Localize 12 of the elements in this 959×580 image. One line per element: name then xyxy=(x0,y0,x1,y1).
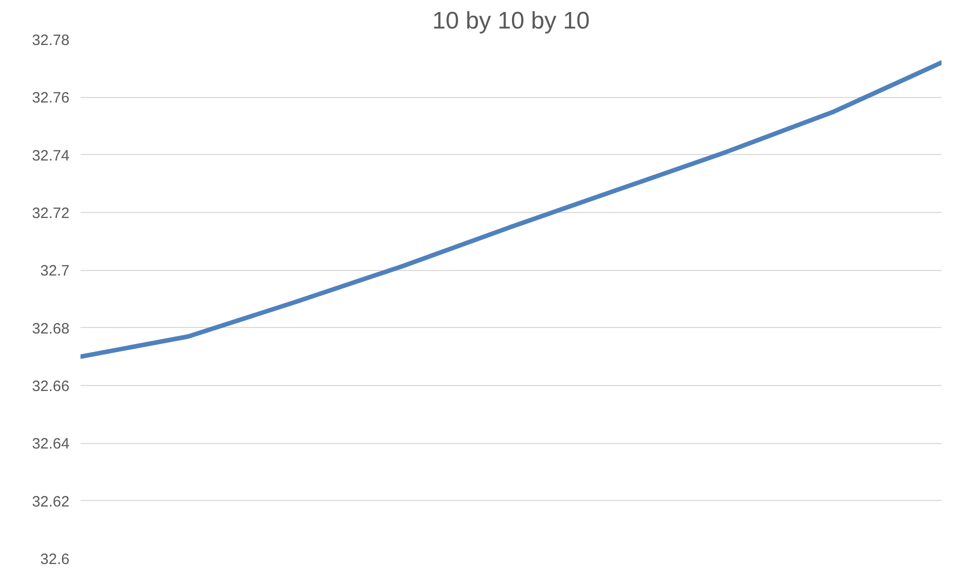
y-tick-label: 32.66 xyxy=(32,378,70,395)
y-tick-label: 32.68 xyxy=(32,320,70,338)
y-tick-label: 32.74 xyxy=(32,147,70,164)
y-tick-label: 32.62 xyxy=(32,493,70,510)
chart-title: 10 by 10 by 10 xyxy=(432,8,590,34)
y-tick-label: 32.64 xyxy=(32,436,70,453)
y-tick-label: 32.7 xyxy=(40,262,70,280)
y-tick-label: 32.78 xyxy=(32,32,70,49)
y-tick-label: 32.72 xyxy=(32,205,70,222)
y-tick-label: 32.76 xyxy=(32,90,70,107)
y-tick-label: 32.6 xyxy=(40,551,70,568)
line-series xyxy=(80,60,942,359)
